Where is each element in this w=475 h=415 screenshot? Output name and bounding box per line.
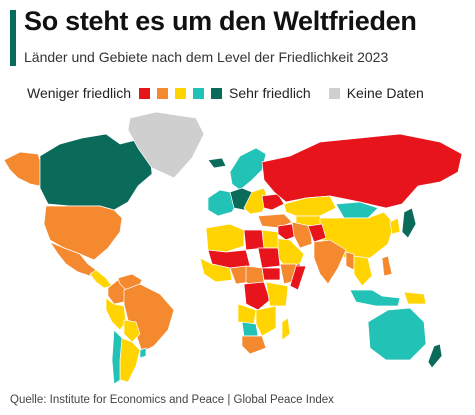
page-title: So steht es um den Weltfrieden (24, 6, 417, 36)
region-bolivia (123, 319, 141, 343)
region-papua (403, 291, 427, 305)
region-south-sudan (261, 267, 281, 281)
source-note: Quelle: Institute for Economics and Peac… (10, 394, 334, 406)
region-myanmar (345, 251, 355, 271)
legend-swatch-high (193, 87, 205, 99)
region-russia (261, 133, 463, 209)
region-southeast-asia (353, 255, 373, 287)
region-botswana (241, 321, 259, 337)
region-argentina (119, 337, 141, 383)
legend-swatch-medium (175, 87, 187, 99)
region-japan (401, 207, 417, 239)
legend-swatch-low (157, 87, 169, 99)
region-west-africa (199, 257, 233, 283)
region-north-africa (205, 223, 245, 253)
region-canada (39, 133, 153, 211)
legend-label-less-peaceful: Weniger friedlich (27, 85, 132, 101)
region-sudan (257, 247, 281, 269)
map-legend: Weniger friedlich Sehr friedlich Keine D… (27, 84, 432, 102)
region-indonesia (349, 289, 401, 307)
region-chile (111, 329, 123, 385)
world-peace-map (3, 111, 463, 385)
region-iran (291, 221, 313, 249)
region-somalia (289, 265, 307, 291)
legend-label-very-peaceful: Sehr friedlich (229, 85, 311, 101)
region-peru (105, 297, 127, 331)
region-eastern-europe (243, 187, 269, 215)
region-kazakhstan (283, 195, 337, 217)
region-uruguay (139, 347, 147, 359)
region-scandinavia (229, 147, 267, 191)
region-south-africa (241, 335, 267, 355)
region-usa (43, 205, 123, 261)
region-central-america (89, 269, 113, 289)
region-east-africa (265, 281, 289, 307)
region-greenland (127, 111, 205, 179)
region-southern-africa (255, 305, 277, 337)
region-philippines (381, 255, 393, 277)
region-afghanistan (307, 223, 327, 243)
region-korea (389, 217, 401, 235)
region-new-zealand (427, 343, 443, 369)
region-ukraine (261, 193, 285, 211)
legend-label-no-data: Keine Daten (346, 85, 424, 101)
region-australia (367, 307, 427, 361)
region-madagascar (281, 317, 291, 341)
region-iceland (207, 157, 227, 169)
region-alaska (3, 151, 43, 187)
region-libya (243, 229, 265, 251)
legend-swatch-no-data (328, 87, 340, 99)
region-egypt (261, 229, 279, 249)
legend-swatch-very-high (211, 87, 223, 99)
page-subtitle: Länder und Gebiete nach dem Level der Fr… (24, 49, 389, 65)
legend-swatch-very-low (139, 87, 151, 99)
region-india (313, 239, 347, 285)
region-drc (243, 281, 271, 311)
title-accent-bar (10, 10, 16, 66)
region-mongolia (335, 201, 379, 219)
